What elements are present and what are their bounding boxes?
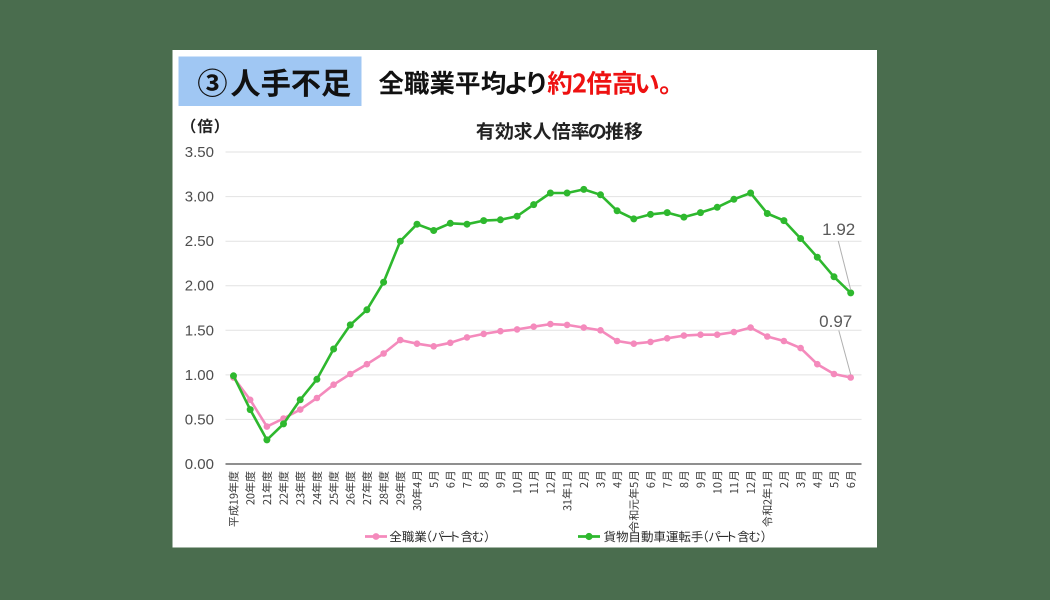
svg-text:3.00: 3.00 [185,189,214,206]
svg-text:0.00: 0.00 [185,456,214,473]
svg-text:2.50: 2.50 [185,233,214,250]
svg-text:1.92: 1.92 [822,220,855,239]
svg-text:1.00: 1.00 [185,367,214,384]
svg-text:1.50: 1.50 [185,322,214,339]
svg-text:2.00: 2.00 [185,278,214,295]
svg-text:0.50: 0.50 [185,411,214,428]
svg-text:3.50: 3.50 [185,144,214,161]
svg-text:0.97: 0.97 [819,312,852,331]
